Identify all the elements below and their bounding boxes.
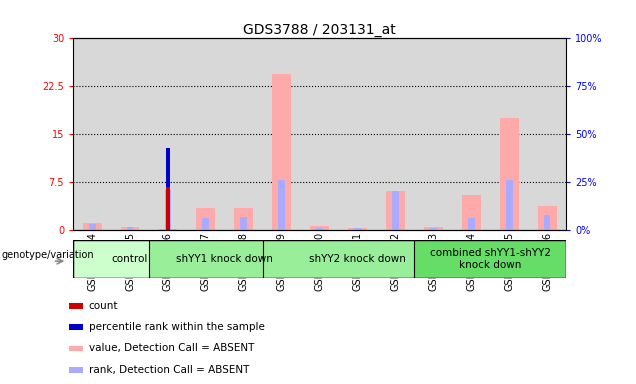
Bar xyxy=(272,74,291,230)
Text: value, Detection Call = ABSENT: value, Detection Call = ABSENT xyxy=(89,343,254,354)
Text: percentile rank within the sample: percentile rank within the sample xyxy=(89,322,265,333)
Bar xyxy=(430,227,437,230)
Bar xyxy=(310,226,329,230)
Bar xyxy=(301,38,338,230)
Bar xyxy=(415,38,452,230)
Bar xyxy=(234,208,253,230)
Bar xyxy=(149,240,301,278)
Bar xyxy=(348,228,367,230)
Bar xyxy=(69,367,83,372)
Bar xyxy=(279,180,285,230)
Bar xyxy=(354,228,361,230)
Title: GDS3788 / 203131_at: GDS3788 / 203131_at xyxy=(243,23,396,37)
Bar xyxy=(338,38,377,230)
Bar xyxy=(392,191,399,230)
Bar xyxy=(69,303,83,309)
Bar xyxy=(468,218,474,230)
Bar xyxy=(386,191,405,230)
Bar xyxy=(202,218,209,230)
Bar xyxy=(69,324,83,330)
Text: genotype/variation: genotype/variation xyxy=(1,250,94,260)
Text: control: control xyxy=(112,254,148,264)
Bar xyxy=(500,118,518,230)
Bar xyxy=(165,187,170,230)
Bar xyxy=(316,227,323,230)
Bar xyxy=(197,208,216,230)
Bar xyxy=(225,38,263,230)
Bar xyxy=(377,38,415,230)
Bar xyxy=(544,215,551,230)
Bar xyxy=(415,240,566,278)
Text: rank, Detection Call = ABSENT: rank, Detection Call = ABSENT xyxy=(89,364,249,375)
Bar xyxy=(73,240,187,278)
Bar xyxy=(88,223,95,230)
Bar xyxy=(187,38,225,230)
Bar xyxy=(73,38,111,230)
Bar xyxy=(424,227,443,230)
Text: shYY2 knock down: shYY2 knock down xyxy=(309,254,406,264)
Bar xyxy=(158,229,177,230)
Bar xyxy=(263,240,452,278)
Bar xyxy=(165,147,170,187)
Bar xyxy=(121,227,139,230)
Bar xyxy=(490,38,528,230)
Text: shYY1 knock down: shYY1 knock down xyxy=(176,254,273,264)
Bar xyxy=(127,227,134,230)
Text: combined shYY1-shYY2
knock down: combined shYY1-shYY2 knock down xyxy=(430,248,551,270)
Text: count: count xyxy=(89,301,118,311)
Bar xyxy=(462,195,481,230)
Bar xyxy=(111,38,149,230)
Bar xyxy=(165,190,171,230)
Bar xyxy=(528,38,566,230)
Bar xyxy=(506,180,513,230)
Bar xyxy=(537,206,556,230)
Bar xyxy=(83,223,102,230)
Bar xyxy=(240,217,247,230)
Bar xyxy=(149,38,187,230)
Bar xyxy=(263,38,301,230)
Bar xyxy=(69,346,83,351)
Bar xyxy=(452,38,490,230)
